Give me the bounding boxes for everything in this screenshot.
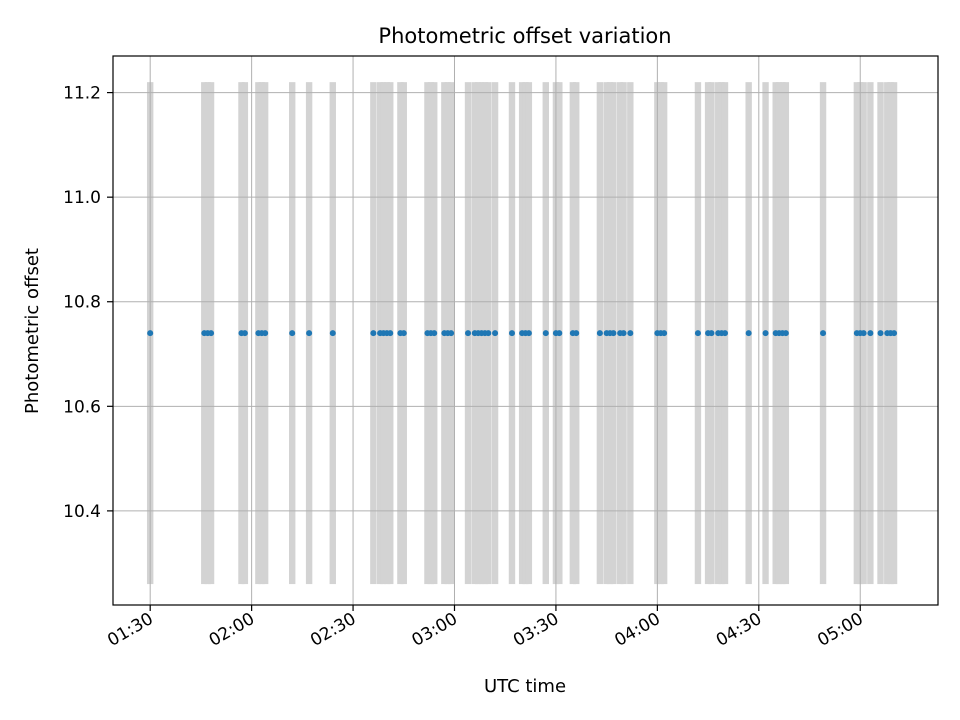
- y-tick-label: 11.2: [63, 84, 101, 104]
- y-tick-label: 10.8: [63, 293, 101, 313]
- data-point: [465, 330, 472, 337]
- data-point: [556, 330, 563, 337]
- data-point: [860, 330, 867, 337]
- grid: [113, 56, 938, 605]
- data-point: [147, 330, 154, 337]
- data-point: [620, 330, 627, 337]
- x-axis-label: UTC time: [484, 676, 566, 697]
- y-axis-label: Photometric offset: [22, 248, 43, 414]
- y-axis-ticks: 10.4 10.6 10.8 11.0 11.2: [63, 84, 113, 522]
- data-point: [289, 330, 296, 337]
- data-point: [627, 330, 634, 337]
- data-point: [329, 330, 336, 337]
- data-point: [762, 330, 769, 337]
- plot-frame: [112, 55, 939, 606]
- data-point: [208, 330, 215, 337]
- data-point: [596, 330, 603, 337]
- data-points: [147, 330, 898, 337]
- data-point: [610, 330, 617, 337]
- data-point: [745, 330, 752, 337]
- data-point: [448, 330, 455, 337]
- data-point: [370, 330, 377, 337]
- data-point: [485, 330, 492, 337]
- y-tick-label: 10.4: [63, 502, 101, 522]
- data-point: [782, 330, 789, 337]
- data-point: [387, 330, 394, 337]
- data-point: [721, 330, 728, 337]
- data-point: [400, 330, 407, 337]
- data-point: [525, 330, 532, 337]
- data-point: [820, 330, 827, 337]
- data-point: [661, 330, 668, 337]
- data-point: [867, 330, 874, 337]
- data-point: [891, 330, 898, 337]
- y-tick-label: 11.0: [63, 188, 101, 208]
- data-point: [492, 330, 499, 337]
- data-point: [877, 330, 884, 337]
- y-tick-label: 10.6: [63, 397, 101, 417]
- data-point: [708, 330, 715, 337]
- data-point: [542, 330, 549, 337]
- data-point: [431, 330, 438, 337]
- data-point: [262, 330, 269, 337]
- data-point: [241, 330, 248, 337]
- chart-title: Photometric offset variation: [378, 24, 671, 48]
- data-point: [573, 330, 580, 337]
- data-point: [694, 330, 701, 337]
- data-point: [306, 330, 313, 337]
- data-point: [508, 330, 515, 337]
